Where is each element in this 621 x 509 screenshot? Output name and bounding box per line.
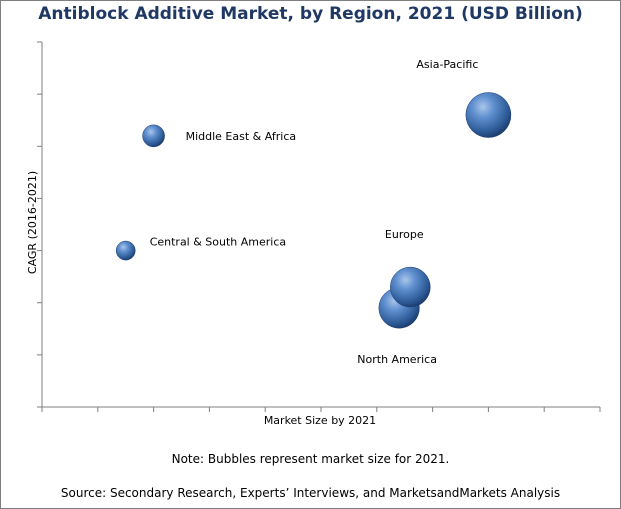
bubble-asia-pacific	[465, 92, 512, 138]
axes	[37, 41, 601, 412]
x-axis-label: Market Size by 2021	[264, 414, 376, 427]
y-axis-label: CAGR (2016-2021)	[26, 171, 39, 274]
bubble-labels-group: Asia-Pacific Middle East & Africa Central …	[150, 58, 479, 366]
chart-source: Source: Secondary Research, Experts’ Int…	[60, 486, 561, 500]
chart-title: Antiblock Additive Market, by Region, 20…	[38, 4, 583, 24]
bubble-label-north-america: North America	[357, 353, 437, 366]
bubble-label-europe: Europe	[385, 228, 424, 241]
bubble-middle-east-africa	[142, 124, 165, 148]
bubbles-group	[115, 92, 512, 329]
bubble-central-south-america	[115, 240, 136, 261]
bubble-europe	[390, 266, 431, 308]
bubble-label-middle-east-africa: Middle East & Africa	[186, 130, 297, 143]
bubble-label-asia-pacific: Asia-Pacific	[416, 58, 478, 71]
chart-note: Note: Bubbles represent market size for …	[171, 452, 450, 466]
bubble-label-central-south-america: Central & South America	[150, 236, 286, 249]
